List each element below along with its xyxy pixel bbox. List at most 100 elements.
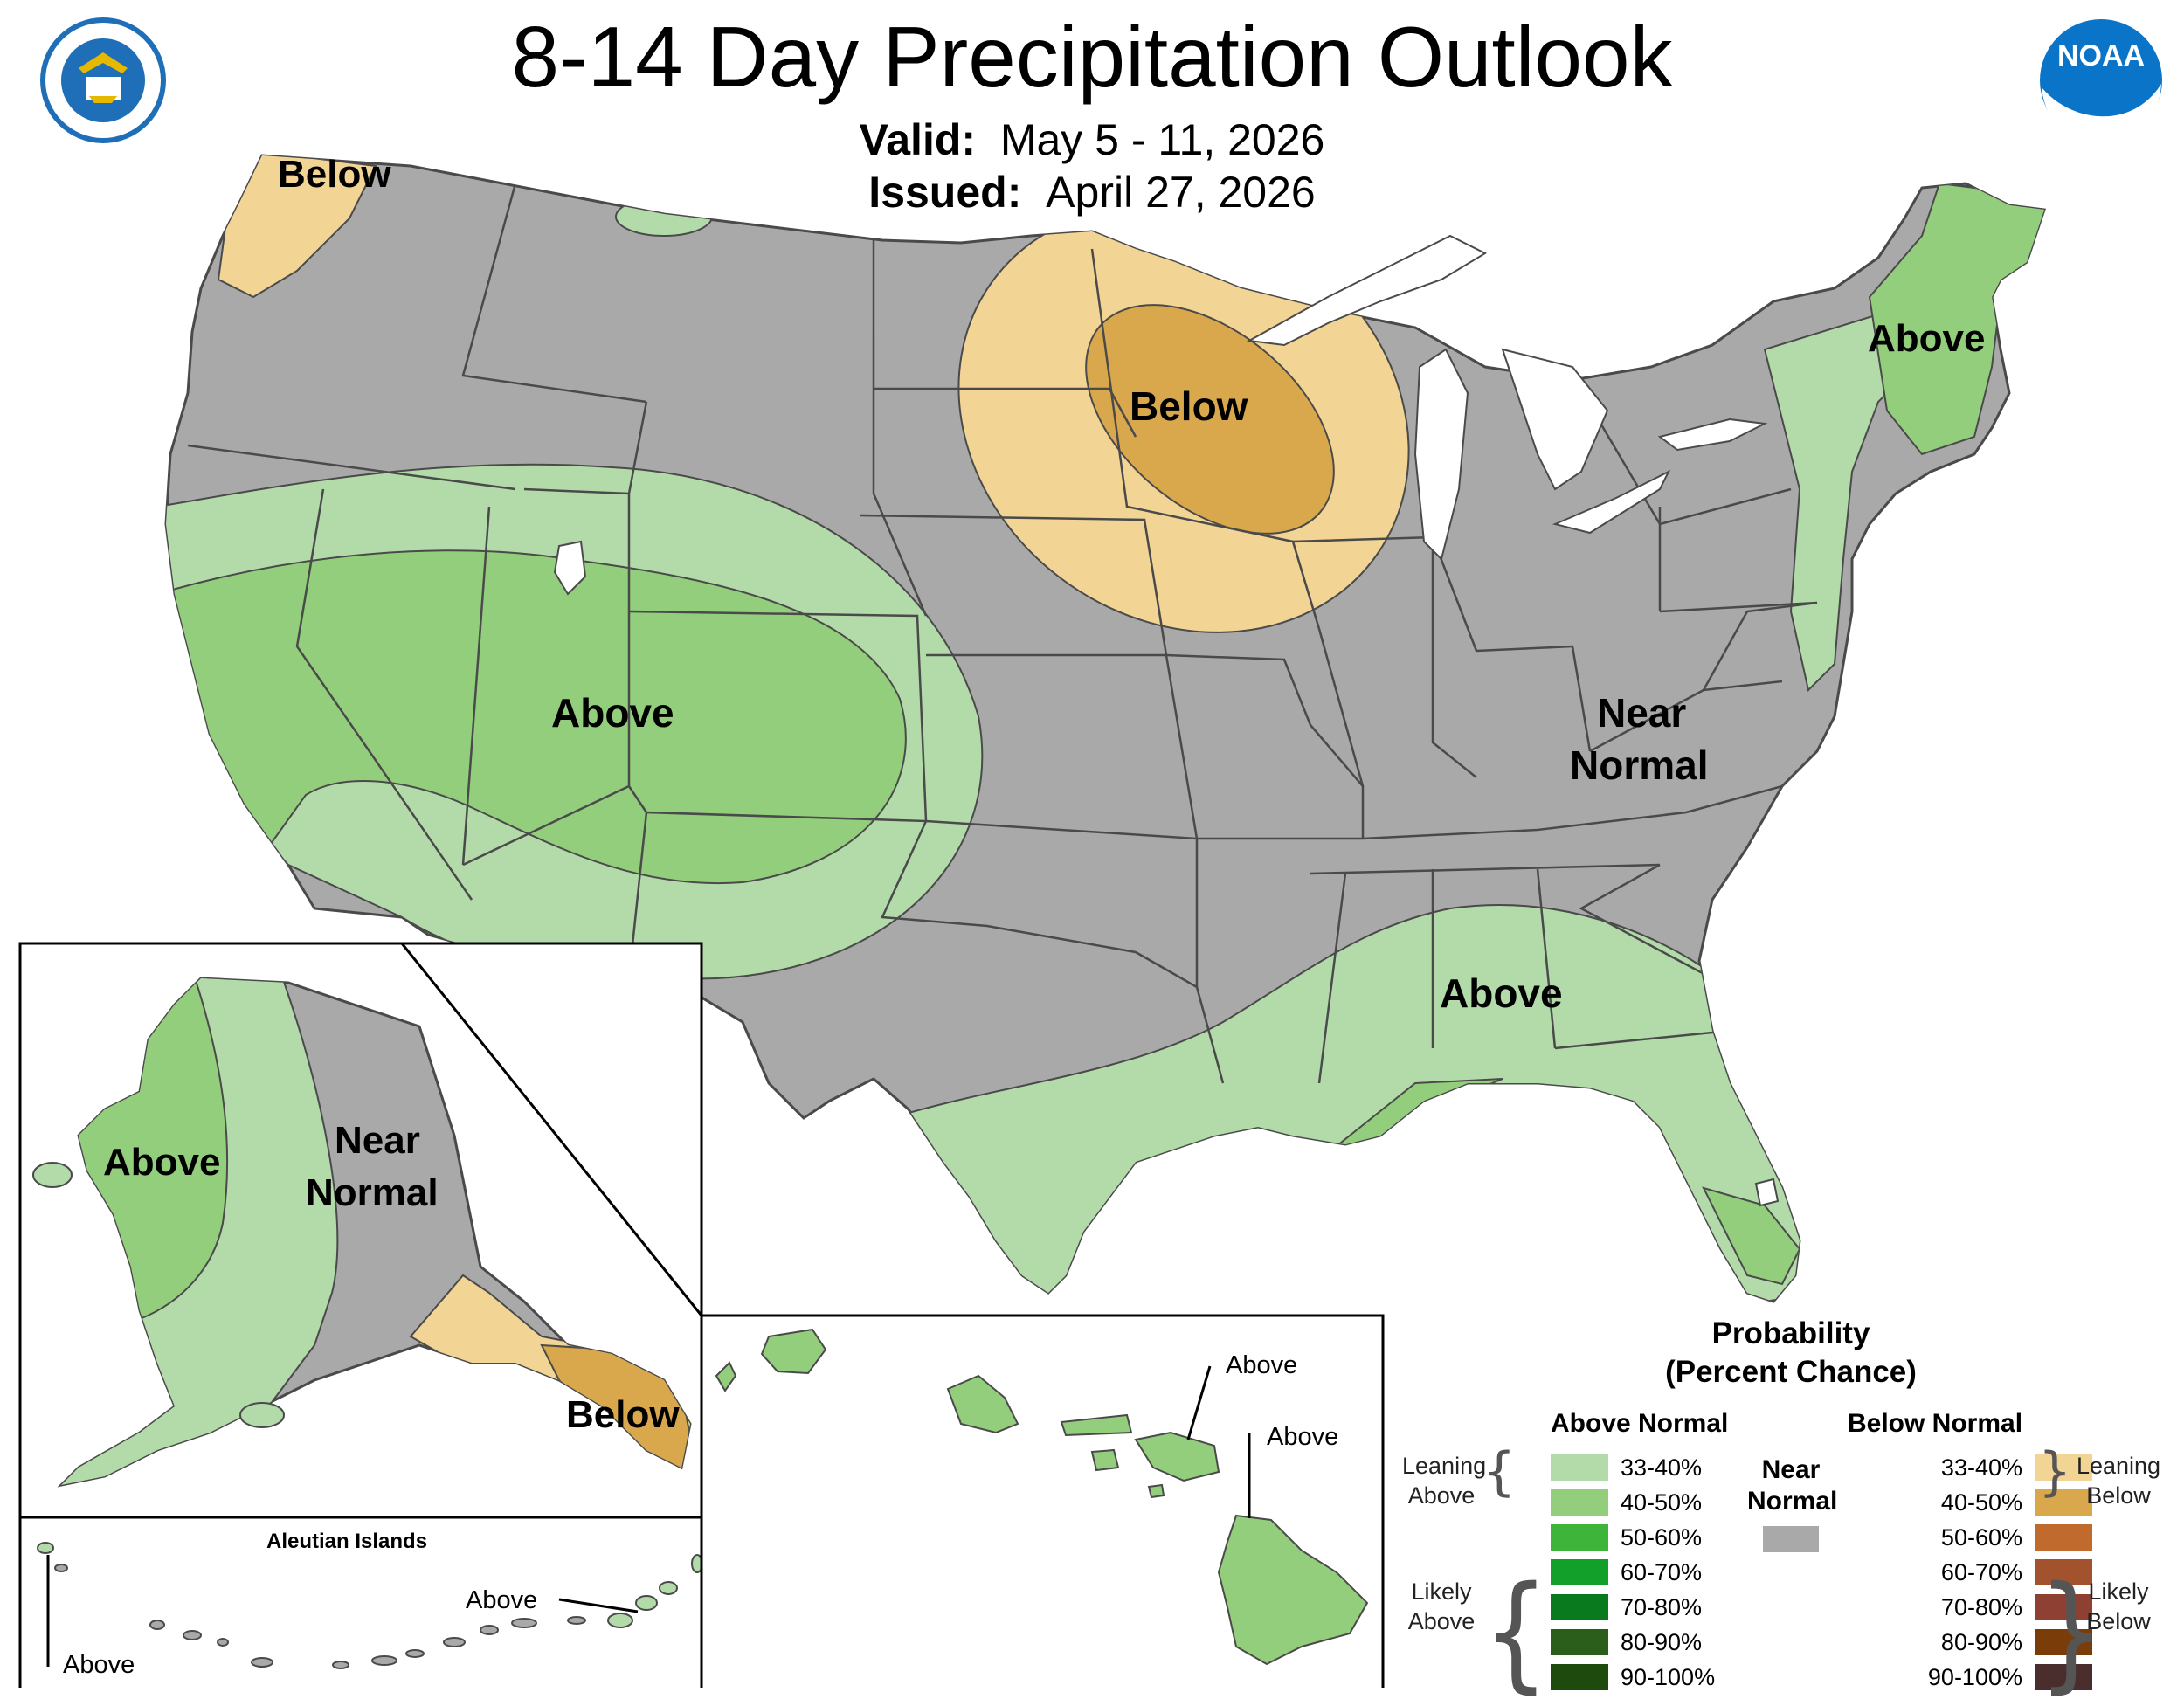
aleutian-islands-shapes xyxy=(37,1542,703,1669)
ak-island-1 xyxy=(32,1162,73,1188)
legend-likely-above-line2: Above xyxy=(1407,1608,1476,1634)
great-salt-lake xyxy=(553,540,587,596)
ne-above-label: Above xyxy=(1868,317,1985,360)
maui-island xyxy=(1134,1431,1220,1482)
lake-huron xyxy=(1501,348,1609,491)
legend-likely-above-line1: Likely xyxy=(1411,1578,1472,1605)
west-above-dark-area xyxy=(166,549,907,885)
hawaii-above-label-2: Above xyxy=(1267,1423,1338,1451)
molokai-island xyxy=(1060,1413,1133,1437)
aleutian-title: Aleutian Islands xyxy=(266,1530,427,1553)
conus-map: Below Below Above Above Near Normal Abov… xyxy=(164,153,2047,1303)
legend-leaning-below: Leaning Below xyxy=(2070,1451,2167,1510)
aleutian-above-label-2: Above xyxy=(466,1586,537,1614)
legend-leaning-above: Leaning Above xyxy=(1402,1451,1487,1510)
legend-below-row-1: 33-40% xyxy=(1909,1453,2092,1482)
legend-above-label-7: 90-100% xyxy=(1621,1663,1716,1690)
legend-near-line2: Normal xyxy=(1747,1487,1838,1516)
probability-legend: Probability (Percent Chance) Above Norma… xyxy=(1402,1315,2180,1706)
legend-above-swatch-7 xyxy=(1551,1664,1608,1690)
legend-above-swatch-3 xyxy=(1551,1524,1608,1551)
noaa-logo: NOAA xyxy=(2040,19,2162,144)
noaa-logo-text: NOAA xyxy=(2057,39,2145,73)
lake-superior xyxy=(1246,234,1488,347)
commerce-seal-logo xyxy=(40,17,166,143)
great-lakes xyxy=(553,234,1780,1207)
legend-above-swatch-4 xyxy=(1551,1559,1608,1585)
legend-near-normal-label: Near Normal xyxy=(1747,1454,1838,1517)
legend-above-label-2: 40-50% xyxy=(1621,1488,1703,1516)
legend-below-header: Below Normal xyxy=(1848,1409,2023,1438)
ak-normal-label: Normal xyxy=(306,1171,439,1214)
nw-below-area xyxy=(217,155,377,299)
ak-near-label: Near xyxy=(335,1119,420,1162)
page-title: 8-14 Day Precipitation Outlook xyxy=(511,9,1673,105)
aleutian-inset-frame xyxy=(18,1516,703,1688)
legend-above-row-5: 70-80% xyxy=(1551,1592,1734,1622)
legend-above-swatch-6 xyxy=(1551,1629,1608,1655)
east-near-label: Near xyxy=(1597,690,1686,736)
legend-above-label-1: 33-40% xyxy=(1621,1454,1703,1481)
legend-above-label-4: 60-70% xyxy=(1621,1558,1703,1585)
issued-label: Issued: xyxy=(868,168,1022,217)
legend-below-swatch-6 xyxy=(2035,1629,2092,1655)
legend-above-swatch-1 xyxy=(1551,1454,1608,1481)
legend-below-row-4: 60-70% xyxy=(1909,1558,2092,1587)
ak-island-2 xyxy=(239,1402,285,1428)
legend-below-row-3: 50-60% xyxy=(1909,1523,2092,1552)
aleutian-pointer-2 xyxy=(558,1598,639,1613)
legend-above-label-5: 70-80% xyxy=(1621,1593,1703,1620)
legend-near-line1: Near xyxy=(1761,1455,1821,1484)
legend-likely-above: Likely Above xyxy=(1402,1577,1481,1636)
hawaii-pointer-1 xyxy=(1186,1365,1212,1440)
legend-above-row-2: 40-50% xyxy=(1551,1488,1734,1517)
legend-above-row-4: 60-70% xyxy=(1551,1558,1734,1587)
legend-leaning-above-line1: Leaning xyxy=(1402,1453,1487,1479)
legend-below-label-7: 90-100% xyxy=(1927,1663,2022,1690)
legend-below-label-2: 40-50% xyxy=(1940,1488,2022,1516)
lake-okeechobee xyxy=(1754,1178,1780,1207)
ak-above-label: Above xyxy=(103,1141,220,1184)
conus-probability-areas xyxy=(166,155,2044,1302)
legend-below-label-4: 60-70% xyxy=(1940,1558,2022,1585)
legend-below-swatch-2 xyxy=(2035,1489,2092,1516)
west-above-label: Above xyxy=(551,690,674,736)
niihau-island xyxy=(715,1361,737,1392)
legend-above-row-3: 50-60% xyxy=(1551,1523,1734,1552)
legend-below-label-6: 80-90% xyxy=(1940,1628,2022,1655)
legend-brace-leaning-below: { xyxy=(2038,1441,2072,1502)
issued-value: April 27, 2026 xyxy=(1046,168,1316,217)
legend-leaning-below-line1: Leaning xyxy=(2076,1453,2161,1479)
legend-below-swatch-3 xyxy=(2035,1524,2092,1551)
legend-above-swatch-5 xyxy=(1551,1594,1608,1620)
lake-ontario xyxy=(1657,418,1768,452)
big-island xyxy=(1217,1514,1369,1666)
legend-above-swatch-2 xyxy=(1551,1489,1608,1516)
legend-near-normal-swatch xyxy=(1763,1526,1819,1552)
midwest-below-label: Below xyxy=(1130,383,1248,429)
legend-brace-leaning-above: { xyxy=(1482,1441,1517,1502)
legend-brace-likely-above: { xyxy=(1482,1560,1550,1706)
lake-michigan xyxy=(1413,348,1469,561)
legend-below-label-1: 33-40% xyxy=(1940,1454,2022,1481)
alaska-inset: Above Near Normal Below xyxy=(18,942,703,1519)
kahoolawe-island xyxy=(1147,1483,1165,1499)
legend-below-row-7: 90-100% xyxy=(1909,1662,2092,1692)
legend-title-line2: (Percent Chance) xyxy=(1665,1355,1917,1389)
nw-below-label: Below xyxy=(278,153,391,196)
east-normal-label: Normal xyxy=(1570,742,1708,788)
legend-above-row-1: 33-40% xyxy=(1551,1453,1734,1482)
oahu-island xyxy=(946,1374,1019,1434)
florida-above-dark-area xyxy=(1702,1186,1801,1286)
se-above-label: Above xyxy=(1440,970,1563,1016)
legend-below-swatch-5 xyxy=(2035,1594,2092,1620)
kauai-island xyxy=(760,1328,827,1375)
legend-likely-below-line1: Likely xyxy=(2088,1578,2149,1605)
legend-below-row-5: 70-80% xyxy=(1909,1592,2092,1622)
valid-value: May 5 - 11, 2026 xyxy=(999,115,1325,164)
legend-below-swatch-4 xyxy=(2035,1559,2092,1585)
legend-above-row-6: 80-90% xyxy=(1551,1627,1734,1657)
legend-below-label-5: 70-80% xyxy=(1940,1593,2022,1620)
valid-label: Valid: xyxy=(859,115,977,164)
